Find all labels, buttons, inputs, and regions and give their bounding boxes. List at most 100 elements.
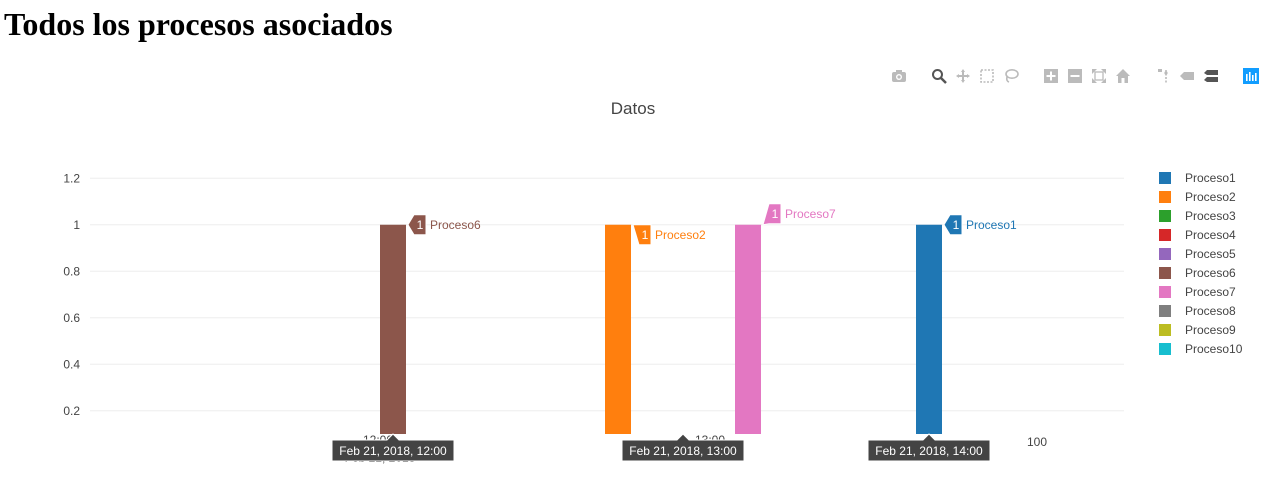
zoom-button[interactable] [930, 67, 948, 85]
bar-proceso1[interactable] [916, 224, 942, 434]
x-tick-label: 100 [1027, 435, 1047, 449]
x-hover-label: Feb 21, 2018, 14:00 [867, 433, 991, 462]
hover-value: 1 [642, 228, 649, 242]
legend-label: Proceso8 [1185, 304, 1236, 318]
hover-label: 1 Proceso1 [943, 214, 1017, 236]
bars[interactable] [380, 224, 942, 434]
legend-swatch [1159, 229, 1171, 241]
zoom-in-icon [1044, 69, 1058, 83]
legend-item[interactable]: Proceso7 [1159, 285, 1236, 299]
x-hover-labels: Feb 21, 2018, 12:00 Feb 21, 2018, 13:00 Fe… [331, 433, 991, 462]
page-title: Todos los procesos asociados [4, 6, 393, 42]
hover-label: 1 Proceso7 [762, 203, 836, 226]
legend-label: Proceso4 [1185, 228, 1236, 242]
zoom-out-icon [1068, 69, 1082, 83]
legend-swatch [1159, 305, 1171, 317]
x-hover-text: Feb 21, 2018, 12:00 [339, 444, 447, 458]
hover-value: 1 [417, 218, 424, 232]
modebar-group [1236, 67, 1260, 85]
hover-compare-icon [1204, 70, 1218, 82]
box-select-icon [980, 69, 994, 83]
legend-swatch [1159, 191, 1171, 203]
legend-swatch [1159, 267, 1171, 279]
hover-label: 1 Proceso2 [632, 224, 706, 246]
plotly-logo-icon [1243, 68, 1259, 84]
hover-series-name: Proceso7 [785, 207, 836, 221]
legend-swatch [1159, 248, 1171, 260]
legend-item[interactable]: Proceso3 [1159, 209, 1236, 223]
hover-label-box [943, 214, 963, 236]
spike-lines-button[interactable] [1154, 67, 1172, 85]
legend-item[interactable]: Proceso6 [1159, 266, 1236, 280]
legend-swatch [1159, 343, 1171, 355]
home-button[interactable] [1114, 67, 1132, 85]
legend-item[interactable]: Proceso4 [1159, 228, 1236, 242]
modebar [868, 66, 1260, 86]
legend-item[interactable]: Proceso1 [1159, 171, 1236, 185]
zoom-icon [932, 69, 947, 84]
legend-label: Proceso10 [1185, 342, 1243, 356]
y-axis: 0.2 0.4 0.6 0.8 1 1.2 [63, 171, 80, 418]
bar-proceso7[interactable] [735, 224, 761, 434]
hover-value: 1 [953, 218, 960, 232]
legend-label: Proceso1 [1185, 171, 1236, 185]
modebar-group [1036, 67, 1132, 85]
hover-value: 1 [772, 207, 779, 221]
x-hover-box [621, 433, 745, 462]
legend-item[interactable]: Proceso2 [1159, 190, 1236, 204]
x-hover-label: Feb 21, 2018, 12:00 [331, 433, 455, 462]
legend-item[interactable]: Proceso10 [1159, 342, 1243, 356]
hover-labels: 1 Proceso6 1 Proceso7 1 Proceso2 1 Proceso1 [407, 203, 1017, 246]
legend-swatch [1159, 324, 1171, 336]
hover-label-box [762, 203, 782, 226]
lasso-select-button[interactable] [1002, 67, 1020, 85]
y-tick-label: 1 [73, 218, 80, 232]
legend-label: Proceso9 [1185, 323, 1236, 337]
y-tick-label: 0.8 [63, 264, 80, 278]
legend-item[interactable]: Proceso9 [1159, 323, 1236, 337]
autoscale-button[interactable] [1090, 67, 1108, 85]
legend-label: Proceso3 [1185, 209, 1236, 223]
legend-label: Proceso5 [1185, 247, 1236, 261]
zoom-in-button[interactable] [1042, 67, 1060, 85]
legend-swatch [1159, 172, 1171, 184]
legend-swatch [1159, 210, 1171, 222]
legend[interactable]: Proceso1 Proceso2 Proceso3 Proceso4 Proceso5… [1159, 171, 1243, 356]
x-hover-text: Feb 21, 2018, 13:00 [629, 444, 737, 458]
hover-label: 1 Proceso6 [407, 214, 481, 236]
hover-series-name: Proceso6 [430, 218, 481, 232]
x-hover-box [331, 433, 455, 462]
y-tick-label: 0.6 [63, 311, 80, 325]
modebar-group [884, 67, 908, 85]
pan-icon [956, 69, 970, 83]
bar-proceso6[interactable] [380, 224, 406, 434]
legend-item[interactable]: Proceso8 [1159, 304, 1236, 318]
spike-lines-icon [1158, 69, 1168, 83]
box-select-button[interactable] [978, 67, 996, 85]
bar-proceso2[interactable] [605, 224, 631, 434]
camera-icon [892, 70, 906, 82]
hover-closest-icon [1180, 72, 1194, 80]
chart-title: Datos [611, 99, 655, 118]
hover-series-name: Proceso2 [655, 228, 706, 242]
legend-swatch [1159, 286, 1171, 298]
modebar-group [924, 67, 1020, 85]
plotly-logo-button[interactable] [1242, 67, 1260, 85]
x-hover-text: Feb 21, 2018, 14:00 [875, 444, 983, 458]
legend-label: Proceso2 [1185, 190, 1236, 204]
x-hover-label: Feb 21, 2018, 13:00 [621, 433, 745, 462]
modebar-group [1148, 67, 1220, 85]
autoscale-icon [1092, 69, 1106, 83]
hover-label-box [407, 214, 427, 236]
hover-compare-button[interactable] [1202, 67, 1220, 85]
zoom-out-button[interactable] [1066, 67, 1084, 85]
y-tick-label: 0.2 [63, 404, 80, 418]
camera-button[interactable] [890, 67, 908, 85]
x-hover-box [867, 433, 991, 462]
y-tick-label: 0.4 [63, 357, 80, 371]
hover-closest-button[interactable] [1178, 67, 1196, 85]
hover-series-name: Proceso1 [966, 218, 1017, 232]
legend-item[interactable]: Proceso5 [1159, 247, 1236, 261]
pan-button[interactable] [954, 67, 972, 85]
